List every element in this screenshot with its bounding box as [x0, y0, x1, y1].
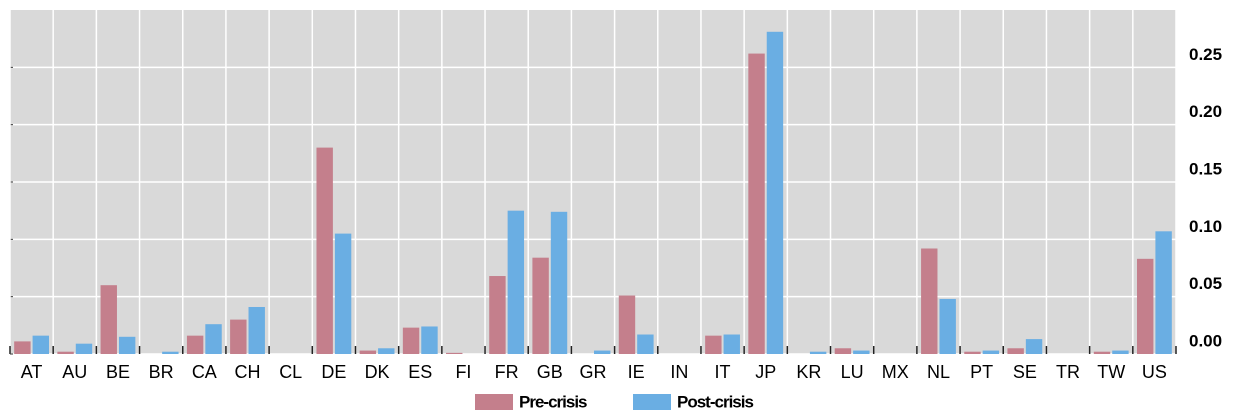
bar	[316, 147, 333, 354]
bar	[766, 31, 784, 354]
y-tick-label: 0.05	[1189, 274, 1222, 293]
bar	[618, 295, 636, 354]
bar	[100, 285, 117, 354]
y-tick-label: 0.15	[1189, 159, 1222, 178]
bar	[921, 248, 938, 354]
y-tick-label: 0.25	[1189, 45, 1222, 64]
bar	[118, 336, 136, 354]
legend-swatch	[475, 394, 513, 410]
bar	[14, 341, 31, 354]
y-tick-label: 0.10	[1189, 217, 1222, 236]
bar	[402, 327, 420, 354]
bar	[748, 53, 765, 354]
bar	[57, 351, 74, 354]
x-tick-label: MX	[882, 362, 909, 382]
y-tick-label: 0.00	[1189, 331, 1222, 350]
bar	[809, 351, 827, 354]
bar	[594, 350, 611, 354]
bar	[359, 350, 377, 354]
bar	[75, 343, 93, 354]
x-tick-label: BR	[149, 362, 174, 382]
x-tick-label: DK	[365, 362, 390, 382]
x-tick-label: AT	[21, 362, 43, 382]
x-tick-label: JP	[755, 362, 776, 382]
bar	[939, 298, 956, 354]
x-tick-label: KR	[796, 362, 821, 382]
bar	[334, 233, 352, 354]
bar	[446, 352, 463, 354]
x-tick-label: FI	[455, 362, 471, 382]
x-tick-label: US	[1142, 362, 1167, 382]
bar	[489, 276, 506, 354]
bar	[162, 351, 179, 354]
x-tick-label: CL	[279, 362, 302, 382]
bar	[1093, 351, 1111, 354]
bar	[1025, 339, 1043, 354]
bar	[421, 326, 438, 354]
bar	[550, 211, 568, 354]
bar	[378, 348, 395, 354]
bar	[507, 210, 525, 354]
x-tick-label: LU	[841, 362, 864, 382]
x-tick-label: CH	[235, 362, 261, 382]
x-tick-label: ES	[408, 362, 432, 382]
bar	[982, 350, 1000, 354]
bar	[1112, 350, 1129, 354]
x-tick-label: CA	[192, 362, 217, 382]
bar	[205, 324, 222, 354]
x-tick-label: DE	[321, 362, 346, 382]
x-tick-label: GB	[537, 362, 563, 382]
bar	[723, 334, 740, 354]
bar	[1136, 258, 1154, 354]
x-tick-label: SE	[1013, 362, 1037, 382]
bar	[705, 335, 722, 354]
bar	[964, 351, 981, 354]
x-tick-label: AU	[62, 362, 87, 382]
bar	[1155, 231, 1172, 354]
x-tick-label: TR	[1056, 362, 1080, 382]
x-tick-label: IE	[628, 362, 645, 382]
bar	[853, 350, 870, 354]
legend-label: Pre-crisis	[519, 392, 587, 411]
x-tick-label: IT	[715, 362, 731, 382]
x-tick-label: NL	[927, 362, 950, 382]
legend-swatch	[633, 394, 671, 410]
x-tick-label: PT	[970, 362, 993, 382]
bar	[834, 348, 852, 354]
bar	[1007, 348, 1024, 354]
x-tick-label: BE	[106, 362, 130, 382]
bar	[532, 257, 549, 354]
y-tick-label: 0.20	[1189, 102, 1222, 121]
bar	[248, 306, 265, 354]
legend-label: Post-crisis	[677, 392, 753, 411]
bar	[230, 319, 247, 354]
x-tick-label: TW	[1097, 362, 1125, 382]
bar	[637, 334, 654, 354]
bar	[186, 335, 204, 354]
x-tick-label: IN	[670, 362, 688, 382]
x-tick-label: GR	[580, 362, 607, 382]
x-tick-label: FR	[495, 362, 519, 382]
bar	[32, 335, 50, 354]
